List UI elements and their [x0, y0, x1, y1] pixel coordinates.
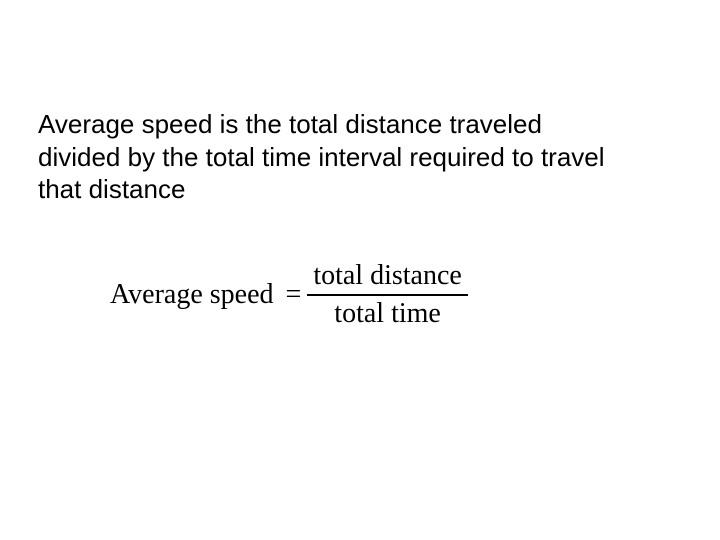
definition-text: Average speed is the total distance trav…: [38, 108, 618, 206]
formula-equals: =: [280, 279, 308, 311]
formula-row: Average speed = total distance total tim…: [110, 260, 468, 330]
slide: Average speed is the total distance trav…: [0, 0, 720, 540]
formula-denominator: total time: [328, 296, 447, 330]
formula-fraction: total distance total time: [307, 260, 468, 330]
formula-lhs: Average speed: [110, 279, 280, 311]
formula-numerator: total distance: [307, 260, 468, 294]
average-speed-formula: Average speed = total distance total tim…: [110, 260, 468, 330]
